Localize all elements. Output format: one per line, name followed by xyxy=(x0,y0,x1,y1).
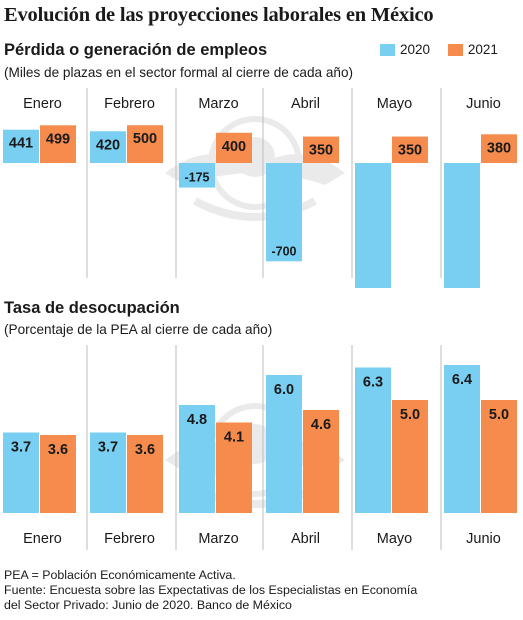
data-label-2020-mayo: 6.3 xyxy=(363,375,383,391)
bar-2020-abril xyxy=(266,163,302,262)
bar-2020-febrero xyxy=(90,432,126,513)
bar-2021-junio xyxy=(481,134,517,163)
category-label-marzo: Marzo xyxy=(198,96,238,112)
data-label-2021-mayo: 5.0 xyxy=(400,407,420,423)
footer-source-line-2: del Sector Privado: Junio de 2020. Banco… xyxy=(4,598,292,612)
bar-2020-mayo xyxy=(355,367,391,513)
bar-2020-marzo xyxy=(179,163,215,188)
employment-chart-title: Pérdida o generación de empleos xyxy=(4,41,268,59)
data-label-2021-marzo: 400 xyxy=(222,139,246,155)
bar-2020-junio xyxy=(444,365,480,513)
data-label-2020-junio: 6.4 xyxy=(452,372,472,388)
bar-2020-abril xyxy=(266,375,302,513)
data-label-2021-enero: 499 xyxy=(46,131,70,147)
bar-2021-marzo xyxy=(216,422,252,513)
bar-2020-mayo xyxy=(355,163,391,288)
legend-item-2020: 2020 xyxy=(380,42,430,57)
category-label-enero: Enero xyxy=(23,531,62,547)
unemployment-chart-subtitle: (Porcentaje de la PEA al cierre de cada … xyxy=(4,322,273,337)
data-label-2020-marzo: 4.8 xyxy=(187,412,207,428)
bar-2021-marzo xyxy=(216,132,252,163)
bar-2020-marzo xyxy=(179,405,215,513)
data-label-2021-abril: 4.6 xyxy=(311,417,331,433)
legend-swatch-2020 xyxy=(380,43,395,56)
category-label-mayo: Mayo xyxy=(377,531,412,547)
legend-swatch-2021 xyxy=(447,43,463,56)
legend-item-2021: 2021 xyxy=(447,42,498,57)
footer-note: PEA = Población Económicamente Activa. xyxy=(4,568,236,582)
bar-2021-mayo xyxy=(392,400,428,513)
category-label-febrero: Febrero xyxy=(104,96,155,112)
unemployment-chart: 3.7 3.6 Enero 3.7 3.6 Febrero 4.8 4.1 Marzo 6.0 4.… xyxy=(3,345,517,550)
data-label-2020-febrero: 3.7 xyxy=(98,440,118,456)
data-label-2020-marzo: -175 xyxy=(184,171,209,185)
category-label-febrero: Febrero xyxy=(104,531,155,547)
category-label-junio: Junio xyxy=(466,96,501,112)
data-label-2021-junio: 380 xyxy=(487,140,511,156)
footer-source-line-1: Fuente: Encuesta sobre las Expectativas … xyxy=(4,583,418,597)
data-label-2020-abril: -700 xyxy=(271,244,296,258)
employment-chart-subtitle: (Miles de plazas en el sector formal al … xyxy=(4,65,354,80)
footer: PEA = Población Económicamente Activa. F… xyxy=(4,568,417,613)
bar-2020-enero xyxy=(3,432,39,513)
category-label-abril: Abril xyxy=(291,531,320,547)
bar-2020-enero xyxy=(3,129,39,163)
bar-2021-febrero xyxy=(127,435,163,513)
legend-label-2020: 2020 xyxy=(400,42,431,57)
data-label-2020-enero: 441 xyxy=(9,136,33,152)
category-label-enero: Enero xyxy=(23,96,62,112)
data-label-2021-abril: 350 xyxy=(309,143,333,159)
unemployment-chart-title: Tasa de desocupación xyxy=(4,299,180,317)
bar-2021-abril xyxy=(303,410,339,513)
category-label-junio: Junio xyxy=(466,531,501,547)
bar-2021-enero xyxy=(40,435,76,513)
data-label-2021-febrero: 500 xyxy=(133,131,157,147)
legend-label-2021: 2021 xyxy=(467,42,498,57)
bar-2020-junio xyxy=(444,163,480,288)
legend: 2020 2021 xyxy=(380,42,512,59)
data-label-2021-marzo: 4.1 xyxy=(224,430,244,446)
data-label-2020-febrero: 420 xyxy=(96,137,120,153)
data-label-2021-junio: 5.0 xyxy=(489,407,509,423)
bar-2021-junio xyxy=(481,400,517,513)
data-label-2020-enero: 3.7 xyxy=(11,440,31,456)
bar-2020-febrero xyxy=(90,131,126,163)
bar-2021-abril xyxy=(303,136,339,163)
category-label-marzo: Marzo xyxy=(198,531,238,547)
employment-chart: Enero 441 499 Febrero 420 500 Marzo -175 400 Abri… xyxy=(3,88,517,288)
data-label-2021-mayo: 350 xyxy=(398,143,422,159)
data-label-2021-enero: 3.6 xyxy=(48,442,68,458)
chart-title: Evolución de las proyecciones laborales … xyxy=(4,4,434,26)
category-label-abril: Abril xyxy=(291,96,320,112)
bar-2021-mayo xyxy=(392,136,428,163)
bar-2021-enero xyxy=(40,125,76,163)
bar-2021-febrero xyxy=(127,125,163,163)
category-label-mayo: Mayo xyxy=(377,96,412,112)
data-label-2021-febrero: 3.6 xyxy=(135,442,155,458)
data-label-2020-abril: 6.0 xyxy=(274,382,294,398)
